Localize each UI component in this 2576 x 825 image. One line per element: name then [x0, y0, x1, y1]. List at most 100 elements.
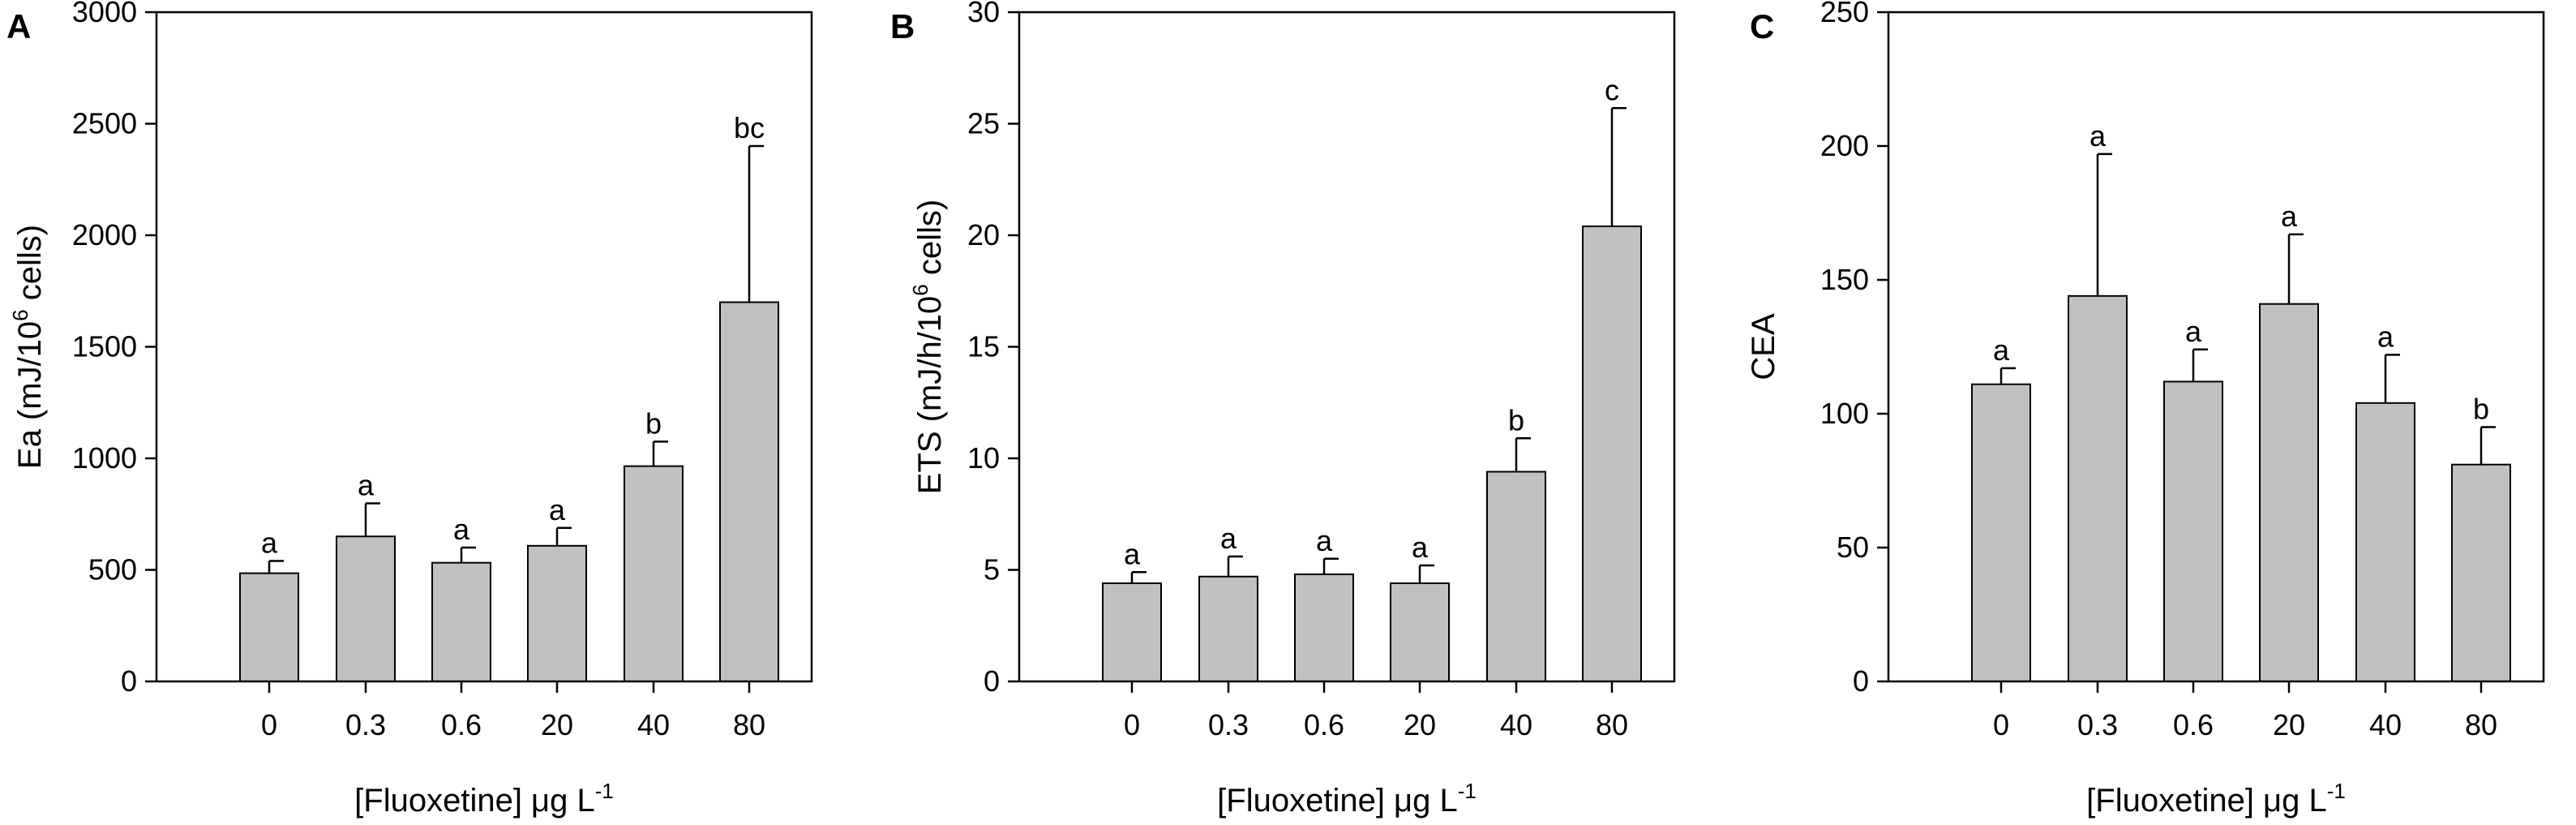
- panel-letter: A: [6, 7, 31, 45]
- bar-20: [1390, 582, 1450, 682]
- y-tick-label: 0: [121, 664, 137, 698]
- significance-label: a: [1316, 524, 1333, 557]
- significance-label: a: [1220, 522, 1237, 555]
- y-axis-title: ETS (mJ/h/106 cells): [908, 200, 948, 494]
- x-axis-title-text: [Fluoxetine] μg L: [354, 783, 595, 819]
- significance-label: b: [645, 406, 662, 440]
- y-tick-label: 20: [967, 218, 1000, 251]
- x-axis-title-sup: -1: [2327, 779, 2346, 803]
- bar-40: [1486, 471, 1546, 682]
- panel-letter: B: [890, 7, 915, 45]
- x-tick-label: 0.6: [1304, 708, 1344, 741]
- bar-0.6: [1294, 574, 1354, 682]
- y-tick-label: 1000: [72, 441, 137, 475]
- significance-label: b: [1508, 403, 1524, 436]
- bar-20: [527, 544, 587, 682]
- y-tick-label: 0: [984, 664, 1000, 698]
- bar-0.3: [336, 535, 396, 682]
- panel-b: Ba a a a b c 0 5 10 15 20 25 30 0 0.3 0.6 20 40 80 ETS (mJ/…: [890, 0, 1676, 819]
- y-axis-title-text: ETS (mJ/h/10: [912, 296, 948, 495]
- significance-label: c: [1605, 73, 1619, 106]
- x-axis-title-sup: -1: [595, 779, 614, 803]
- y-axis-title-sup: 6: [8, 309, 32, 320]
- x-axis-title-text: [Fluoxetine] μg L: [1217, 783, 1458, 819]
- significance-label: a: [1993, 333, 2010, 367]
- x-axis-title: [Fluoxetine] μg L-1: [2086, 779, 2346, 819]
- bar-20: [2259, 303, 2319, 682]
- y-tick-label: 15: [967, 330, 1000, 363]
- y-axis-title: Ea (mJ/106 cells): [8, 225, 48, 469]
- x-tick-label: 80: [1596, 708, 1628, 741]
- x-tick-label: 0.3: [345, 708, 386, 741]
- y-axis-title-text: cells): [912, 200, 948, 284]
- x-axis-title: [Fluoxetine] μg L-1: [1217, 779, 1477, 819]
- y-tick-label: 500: [88, 553, 137, 587]
- x-tick-label: 0.3: [2077, 708, 2118, 741]
- x-tick-label: 20: [2273, 708, 2305, 741]
- y-axis-title-sup: 6: [908, 284, 932, 295]
- panel-c: Ca a a a a b 0 50 100 150 200 250 0 0.3 0.6 20 40 80 CEA [F…: [1746, 0, 2545, 819]
- significance-label: a: [2090, 119, 2107, 153]
- y-axis-title-text: CEA: [1746, 313, 1781, 380]
- bar-80: [1582, 226, 1642, 682]
- y-tick-label: 25: [967, 107, 1000, 140]
- y-axis-title-text: Ea (mJ/10: [12, 321, 48, 469]
- bar-0: [1971, 383, 2031, 682]
- significance-label: a: [453, 513, 470, 546]
- x-tick-label: 0: [261, 708, 277, 741]
- y-tick-label: 250: [1820, 0, 1869, 28]
- x-axis-title: [Fluoxetine] μg L-1: [354, 779, 614, 819]
- bar-80: [719, 301, 779, 682]
- y-tick-label: 50: [1837, 531, 1869, 564]
- x-tick-label: 0.6: [441, 708, 482, 741]
- x-tick-label: 40: [1500, 708, 1532, 741]
- significance-label: a: [549, 493, 566, 526]
- x-tick-label: 20: [1404, 708, 1436, 741]
- bar-0: [239, 572, 299, 682]
- significance-label: a: [2185, 315, 2202, 348]
- significance-label: a: [2281, 200, 2298, 233]
- y-tick-label: 2500: [72, 107, 137, 140]
- y-tick-label: 150: [1820, 263, 1869, 296]
- panel-letter: C: [1750, 7, 1774, 45]
- x-tick-label: 0.6: [2173, 708, 2214, 741]
- y-tick-label: 2000: [72, 218, 137, 251]
- significance-label: a: [261, 526, 278, 560]
- y-tick-label: 5: [984, 553, 1000, 587]
- y-tick-label: 30: [967, 0, 1000, 28]
- x-axis-title-sup: -1: [1458, 779, 1477, 803]
- x-tick-label: 0: [1993, 708, 2009, 741]
- panel-a: Aa a a a b bc 0 500 1000 1500 2000 2500 3000 0 0.3 0.6 2…: [6, 0, 813, 819]
- y-tick-label: 200: [1820, 129, 1869, 162]
- bar-80: [2451, 463, 2511, 682]
- bar-0.3: [1198, 575, 1258, 682]
- x-tick-label: 40: [2369, 708, 2402, 741]
- x-tick-label: 40: [637, 708, 670, 741]
- y-tick-label: 0: [1853, 664, 1869, 698]
- significance-label: a: [1124, 537, 1141, 570]
- x-tick-label: 80: [733, 708, 765, 741]
- y-axis-title: CEA: [1746, 313, 1781, 380]
- x-tick-label: 20: [541, 708, 573, 741]
- bar-0.6: [431, 561, 491, 683]
- x-tick-label: 0: [1124, 708, 1140, 741]
- bar-0: [1102, 582, 1162, 682]
- x-tick-label: 0.3: [1208, 708, 1249, 741]
- y-tick-label: 100: [1820, 397, 1869, 430]
- significance-label: a: [2377, 320, 2394, 353]
- y-tick-label: 3000: [72, 0, 137, 28]
- y-tick-label: 1500: [72, 330, 137, 363]
- x-axis-title-text: [Fluoxetine] μg L: [2086, 783, 2327, 819]
- y-tick-label: 10: [967, 441, 1000, 475]
- bar-0.3: [2068, 294, 2128, 682]
- plot-frame: [1887, 11, 2545, 683]
- y-axis-title-text: cells): [12, 225, 48, 309]
- significance-label: a: [358, 469, 375, 502]
- bar-0.6: [2163, 380, 2223, 682]
- bar-40: [624, 465, 684, 682]
- significance-label: bc: [734, 111, 765, 144]
- bar-40: [2355, 402, 2415, 682]
- significance-label: b: [2473, 393, 2489, 426]
- significance-label: a: [1412, 531, 1429, 564]
